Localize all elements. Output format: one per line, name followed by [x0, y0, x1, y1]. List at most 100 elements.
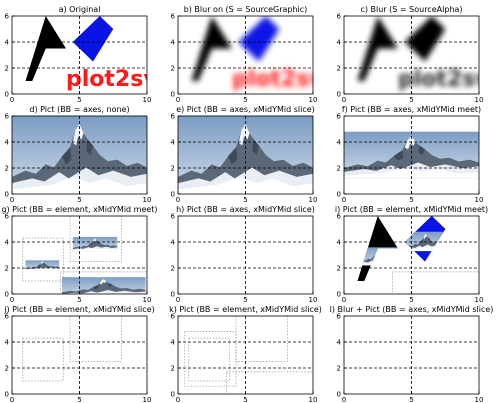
panel-e: e) Pict (BB = axes, xMidYMid slice) 0 5 10 0…	[171, 105, 318, 204]
y-tick-label: 6	[5, 313, 10, 321]
y-tick-label: 2	[5, 365, 9, 373]
panel-title: l) Blur + Pict (BB = axes, xMidYMid slic…	[330, 305, 494, 314]
x-tick-label: 5	[409, 396, 413, 403]
blue-polygon	[238, 16, 280, 62]
panel-k: k) Pict (BB = element, xMidYMid slice)pl…	[169, 305, 322, 403]
x-tick-label: 0	[10, 196, 14, 204]
black-polygon	[357, 16, 398, 81]
plot-content	[22, 216, 147, 294]
x-tick-label: 10	[143, 196, 152, 204]
y-tick-label: 2	[171, 265, 175, 273]
panel-title: h) Pict (BB = axes, xMidYMid slice)	[176, 205, 315, 214]
bounding-box	[22, 337, 64, 382]
y-tick-label: 0	[5, 391, 9, 399]
y-tick-label: 6	[337, 113, 342, 121]
panel-title: d) Pict (BB = axes, none)	[29, 105, 129, 114]
panel-title: k) Pict (BB = element, xMidYMid slice)	[169, 305, 322, 314]
y-tick-label: 2	[171, 65, 175, 73]
y-tick-label: 4	[171, 239, 176, 247]
y-tick-label: 0	[337, 191, 341, 199]
y-tick-label: 4	[171, 139, 176, 147]
y-tick-label: 2	[337, 165, 341, 173]
y-tick-label: 6	[5, 113, 10, 121]
black-polygon	[191, 16, 232, 81]
x-tick-label: 10	[309, 196, 318, 204]
mountain-image	[25, 260, 60, 271]
x-tick-label: 5	[77, 296, 81, 304]
y-tick-label: 2	[337, 265, 341, 273]
x-tick-label: 0	[176, 296, 180, 304]
plot-content	[22, 316, 147, 393]
x-tick-label: 0	[10, 396, 14, 403]
panel-title: e) Pict (BB = axes, xMidYMid slice)	[176, 105, 315, 114]
x-tick-label: 10	[475, 96, 484, 104]
panel-j: j) Pict (BB = element, xMidYMid slice)pl…	[3, 305, 154, 403]
bounding-box	[22, 237, 64, 282]
y-tick-label: 2	[171, 165, 175, 173]
bounding-box	[392, 271, 479, 294]
y-tick-label: 4	[5, 139, 10, 147]
y-tick-label: 6	[5, 213, 10, 221]
y-tick-label: 4	[337, 239, 342, 247]
panel-c: c) Blur (S = SourceAlpha) plot2svg 0 5 10 0 2 4…	[337, 5, 500, 104]
y-tick-label: 4	[171, 339, 176, 347]
plot2svg-text: plot2svg	[398, 67, 500, 92]
panel-title: b) Blur on (S = SourceGraphic)	[184, 5, 308, 14]
y-tick-label: 6	[337, 313, 342, 321]
x-tick-label: 10	[143, 296, 152, 304]
y-tick-label: 4	[171, 39, 176, 47]
x-tick-label: 0	[176, 396, 180, 403]
x-tick-label: 5	[77, 196, 81, 204]
y-tick-label: 0	[337, 291, 341, 299]
x-tick-label: 0	[176, 196, 180, 204]
y-tick-label: 4	[5, 239, 10, 247]
panel-h: h) Pict (BB = axes, xMidYMid slice)plot2…	[171, 205, 318, 304]
y-tick-label: 0	[5, 191, 9, 199]
y-tick-label: 0	[5, 91, 9, 99]
x-tick-label: 5	[243, 296, 247, 304]
x-tick-label: 5	[409, 296, 413, 304]
blue-polygon	[72, 16, 114, 62]
x-tick-label: 10	[309, 396, 318, 403]
panel-i: i) Pict (BB = element, xMidYMid meet)plo…	[335, 205, 488, 304]
plot2svg-text: plot2svg	[232, 67, 339, 92]
y-tick-label: 4	[5, 339, 10, 347]
blue-polygon	[404, 16, 446, 62]
y-tick-label: 6	[171, 213, 176, 221]
y-tick-label: 0	[337, 391, 341, 399]
bounding-box	[184, 331, 237, 387]
panel-title: c) Blur (S = SourceAlpha)	[360, 5, 462, 14]
y-tick-label: 4	[5, 39, 10, 47]
panel-title: i) Pict (BB = element, xMidYMid meet)	[335, 205, 488, 214]
y-tick-label: 2	[5, 65, 9, 73]
y-tick-label: 6	[171, 313, 176, 321]
plot-content: plot2svg	[357, 16, 500, 92]
x-tick-label: 5	[77, 96, 81, 104]
x-tick-label: 10	[143, 96, 152, 104]
bounding-box	[60, 271, 147, 294]
bounding-box	[188, 337, 230, 382]
y-tick-label: 0	[171, 391, 175, 399]
x-tick-label: 0	[342, 396, 346, 403]
y-tick-label: 4	[337, 39, 342, 47]
panel-l: l) Blur + Pict (BB = axes, xMidYMid slic…	[330, 305, 494, 403]
y-tick-label: 0	[171, 91, 175, 99]
x-tick-label: 5	[409, 96, 413, 104]
panel-d: d) Pict (BB = axes, none) 0 5 10 0 2 4 6	[5, 105, 152, 204]
y-tick-label: 4	[337, 339, 342, 347]
panel-title: g) Pict (BB = element, xMidYMid meet)	[1, 205, 157, 214]
x-tick-label: 5	[409, 196, 413, 204]
y-tick-label: 2	[337, 365, 341, 373]
y-tick-label: 2	[171, 365, 175, 373]
y-tick-label: 6	[337, 213, 342, 221]
x-tick-label: 0	[342, 96, 346, 104]
y-tick-label: 6	[337, 13, 342, 21]
x-tick-label: 10	[143, 396, 152, 403]
y-tick-label: 2	[5, 265, 9, 273]
x-tick-label: 0	[10, 296, 14, 304]
panel-g: g) Pict (BB = element, xMidYMid meet) 0 5 1…	[1, 205, 157, 304]
y-tick-label: 0	[5, 291, 9, 299]
